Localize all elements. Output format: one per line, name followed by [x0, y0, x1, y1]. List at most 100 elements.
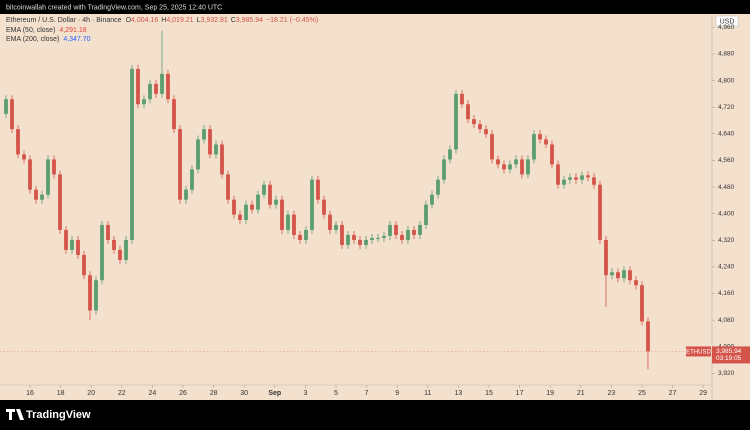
candle-body [58, 174, 62, 230]
candle-body [562, 179, 566, 185]
legend: Ethereum / U.S. Dollar · 4h · Binance O4,… [6, 17, 318, 43]
price-box [712, 346, 750, 364]
legend-title: Ethereum / U.S. Dollar · 4h · Binance O4,… [6, 17, 318, 24]
candle-body [616, 272, 620, 279]
candle-body [202, 129, 206, 140]
candle-body [556, 164, 560, 185]
x-tick-label: 23 [607, 390, 615, 397]
candle-body [76, 239, 80, 255]
candle-body [172, 99, 176, 130]
candle-body [568, 177, 572, 180]
y-tick-label: 4,960 [718, 24, 735, 31]
candle-body [142, 99, 146, 105]
x-tick-label: 13 [454, 390, 462, 397]
indicator-value: 4,347.70 [63, 36, 90, 43]
candle-body [34, 189, 38, 200]
candle-body [232, 199, 236, 215]
candle-body [448, 149, 452, 160]
brand: TradingView [26, 409, 91, 421]
quote-key: C [231, 17, 236, 24]
x-tick-label: 3 [303, 390, 307, 397]
candle-body [292, 214, 296, 235]
candle-body [442, 159, 446, 180]
candle-body [454, 93, 458, 150]
candle-body [166, 73, 170, 100]
candle-body [346, 234, 350, 245]
candle-body [514, 159, 518, 165]
quote-value: 4,019.21 [166, 17, 193, 24]
candle-body [88, 275, 92, 311]
candle-body [544, 139, 548, 145]
candle-body [496, 159, 500, 165]
caption: bitcoinwallah created with TradingView.c… [6, 4, 222, 11]
indicator-legend: EMA (50, close) 4,291.18 [6, 27, 87, 34]
candle-body [28, 159, 32, 190]
candle-body [412, 229, 416, 235]
candle-body [628, 270, 632, 281]
candle-body [634, 280, 638, 286]
candle-body [256, 194, 260, 210]
candle-body [502, 164, 506, 170]
candle-body [508, 164, 512, 170]
candle-body [130, 68, 134, 240]
candle-body [358, 239, 362, 245]
x-tick-label: 19 [546, 390, 554, 397]
candle-body [310, 179, 314, 230]
candle-body [304, 229, 308, 240]
candle-body [94, 280, 98, 311]
x-tick-label: 16 [26, 390, 34, 397]
candle-body [112, 239, 116, 250]
candle-body [154, 83, 158, 94]
candle-body [52, 159, 56, 175]
y-tick-label: 4,080 [718, 317, 735, 324]
candle-body [430, 194, 434, 205]
indicator-name: EMA (200, close) [6, 36, 59, 43]
quote-key: H [161, 17, 166, 24]
y-tick-label: 4,160 [718, 290, 735, 297]
candle-body [370, 237, 374, 240]
candle-body [526, 159, 530, 175]
quote-key: L [197, 17, 201, 24]
y-tick-label: 4,800 [718, 77, 735, 84]
candle-body [262, 184, 266, 195]
candle-body [22, 154, 26, 160]
indicator-name: EMA (50, close) [6, 27, 55, 34]
quote-value: 3,985.94 [236, 17, 263, 24]
candle-body [340, 224, 344, 245]
y-tick-label: 4,560 [718, 157, 735, 164]
candle-body [406, 229, 410, 240]
candle-body [280, 199, 284, 230]
candle-body [598, 184, 602, 240]
x-tick-label: 15 [485, 390, 493, 397]
candle-body [238, 214, 242, 220]
x-tick-label: 27 [669, 390, 677, 397]
candle-body [400, 234, 404, 240]
x-tick-label: 21 [577, 390, 585, 397]
candle-body [286, 214, 290, 230]
symbol-name: Ethereum / U.S. Dollar · 4h · Binance [6, 17, 122, 24]
y-tick-label: 3,920 [718, 370, 735, 377]
y-tick-label: 4,720 [718, 104, 735, 111]
candle-body [178, 129, 182, 200]
y-tick-label: 4,320 [718, 237, 735, 244]
x-tick-label: 18 [57, 390, 65, 397]
x-tick-label: 7 [365, 390, 369, 397]
y-tick-label: 4,400 [718, 210, 735, 217]
candle-body [646, 321, 650, 352]
candle-body [586, 175, 590, 178]
x-tick-label: 9 [395, 390, 399, 397]
candle-body [106, 224, 110, 240]
symbol-box [686, 346, 711, 357]
candle-body [388, 224, 392, 236]
candle-body [226, 174, 230, 200]
candle-body [622, 270, 626, 279]
y-tick-label: 4,640 [718, 131, 735, 138]
candle-body [16, 129, 20, 155]
candle-body [604, 239, 608, 276]
x-tick-label: Sep [268, 390, 281, 397]
candle-body [274, 199, 278, 205]
candle-body [46, 159, 50, 195]
candle-body [64, 229, 68, 250]
candle-body [376, 237, 380, 239]
